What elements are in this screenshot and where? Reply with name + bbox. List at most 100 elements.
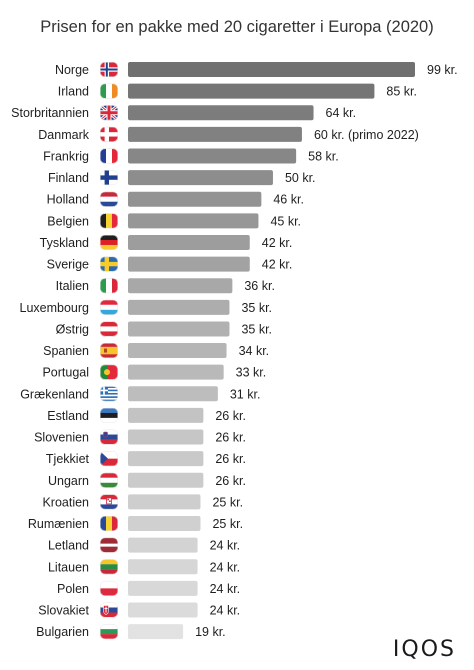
lithuania-flag-icon [100, 559, 118, 575]
czech-flag-icon [100, 451, 118, 467]
austria-flag-icon [100, 321, 118, 337]
slovakia-flag-icon [100, 602, 118, 618]
value-label: 19 kr. [195, 625, 226, 639]
category-label: Sverige [47, 258, 89, 272]
denmark-flag-icon [100, 126, 118, 142]
category-label: Tyskland [40, 236, 89, 250]
finland-flag-icon [100, 170, 118, 186]
poland-flag-icon [100, 580, 118, 596]
value-label: 26 kr. [215, 409, 246, 423]
croatia-flag-icon [100, 494, 118, 510]
value-label: 25 kr. [212, 495, 243, 509]
value-label: 42 kr. [262, 236, 293, 250]
netherlands-flag-icon [100, 191, 118, 207]
category-label: Danmark [38, 128, 89, 142]
bar-chart: Norge 99 kr. Irland 85 kr. Storbritannien 64 … [11, 62, 458, 640]
category-label: Polen [57, 582, 89, 596]
category-label: Kroatien [42, 495, 89, 509]
value-label: 24 kr. [210, 539, 241, 553]
bar [128, 407, 204, 423]
bar [128, 429, 204, 445]
bar [128, 516, 201, 532]
france-flag-icon [100, 148, 118, 164]
hungary-flag-icon [100, 472, 118, 488]
category-label: Rumænien [28, 517, 89, 531]
category-label: Ungarn [48, 474, 89, 488]
category-label: Spanien [43, 344, 89, 358]
category-label: Storbritannien [11, 106, 89, 120]
value-label: 64 kr. [326, 106, 357, 120]
category-label: Letland [48, 539, 89, 553]
bar [128, 83, 375, 99]
spain-flag-icon [100, 343, 118, 359]
bar [128, 234, 250, 250]
luxembourg-flag-icon [100, 299, 118, 315]
value-label: 26 kr. [215, 452, 246, 466]
bar [128, 299, 230, 315]
sweden-flag-icon [100, 256, 118, 272]
bar [128, 62, 415, 77]
bar [128, 624, 184, 640]
category-label: Slovenien [34, 431, 89, 445]
estonia-flag-icon [100, 407, 118, 423]
bar [128, 256, 250, 272]
ireland-flag-icon [100, 83, 118, 99]
bar [128, 494, 201, 510]
value-label: 24 kr. [210, 604, 241, 618]
value-label: 25 kr. [212, 517, 243, 531]
bar [128, 451, 204, 467]
bar [128, 559, 198, 575]
value-label: 24 kr. [210, 560, 241, 574]
portugal-flag-icon [100, 364, 118, 380]
category-label: Østrig [56, 322, 89, 336]
category-label: Irland [58, 85, 89, 99]
value-label: 42 kr. [262, 258, 293, 272]
belgium-flag-icon [100, 213, 118, 229]
category-label: Belgien [47, 214, 89, 228]
bar [128, 537, 198, 553]
bar [128, 386, 218, 402]
norway-flag-icon [100, 62, 118, 77]
value-label: 58 kr. [308, 149, 339, 163]
bar [128, 148, 297, 164]
category-label: Luxembourg [20, 301, 90, 315]
greece-flag-icon [100, 386, 118, 402]
value-label: 99 kr. [427, 63, 458, 77]
value-label: 36 kr. [244, 279, 275, 293]
value-label: 26 kr. [215, 431, 246, 445]
slovenia-flag-icon [100, 429, 118, 445]
bar [128, 364, 224, 380]
bar [128, 105, 314, 121]
category-label: Norge [55, 63, 89, 77]
value-label: 45 kr. [270, 214, 301, 228]
value-label: 33 kr. [236, 366, 267, 380]
bar [128, 472, 204, 488]
bar [128, 343, 227, 359]
value-label: 35 kr. [241, 322, 272, 336]
category-label: Slovakiet [38, 604, 89, 618]
germany-flag-icon [100, 234, 118, 250]
category-label: Estland [47, 409, 89, 423]
bar [128, 321, 230, 337]
uk-flag-icon [100, 105, 118, 121]
value-label: 24 kr. [210, 582, 241, 596]
value-label: 60 kr. (primo 2022) [314, 128, 419, 142]
category-label: Tjekkiet [46, 452, 90, 466]
category-label: Bulgarien [36, 625, 89, 639]
bulgaria-flag-icon [100, 624, 118, 640]
bar [128, 191, 262, 207]
category-label: Portugal [42, 366, 89, 380]
bar [128, 278, 233, 294]
latvia-flag-icon [100, 537, 118, 553]
bar [128, 170, 273, 186]
value-label: 35 kr. [241, 301, 272, 315]
value-label: 26 kr. [215, 474, 246, 488]
bar [128, 602, 198, 618]
bar [128, 126, 302, 142]
category-label: Italien [56, 279, 89, 293]
value-label: 46 kr. [273, 193, 304, 207]
italy-flag-icon [100, 278, 118, 294]
category-label: Finland [48, 171, 89, 185]
chart-title: Prisen for en pakke med 20 cigaretter i … [40, 18, 434, 36]
iqos-logo: IQOS [392, 637, 456, 662]
